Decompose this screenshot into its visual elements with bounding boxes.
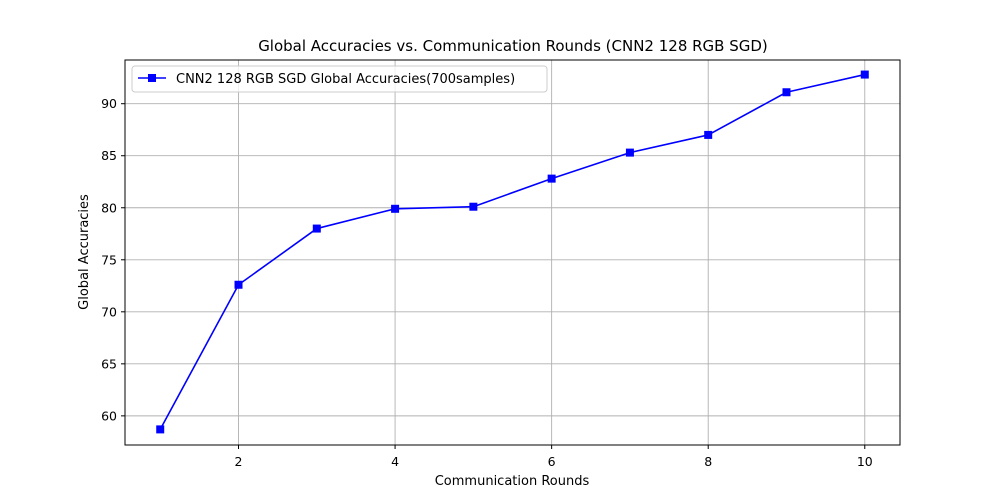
y-tick-label: 75 — [101, 252, 117, 267]
grid-lines — [125, 60, 900, 445]
x-tick-label: 8 — [704, 454, 712, 469]
legend-marker-swatch — [148, 74, 156, 82]
data-point-marker — [860, 70, 869, 79]
y-tick-label: 90 — [101, 96, 117, 111]
y-axis-ticks: 60 65 70 75 80 85 90 — [101, 96, 125, 423]
data-point-marker — [782, 88, 791, 97]
data-point-marker — [469, 202, 478, 211]
y-tick-label: 80 — [101, 200, 117, 215]
data-point-marker — [547, 174, 556, 183]
data-point-marker — [234, 280, 243, 289]
y-tick-label: 60 — [101, 408, 117, 423]
x-axis-ticks: 2 4 6 8 10 — [235, 445, 873, 469]
plot-area-frame — [124, 59, 901, 446]
legend-entry-label: CNN2 128 RGB SGD Global Accuracies(700sa… — [176, 72, 515, 87]
y-tick-label: 70 — [101, 304, 117, 319]
data-point-marker — [391, 204, 400, 213]
legend-box — [131, 65, 548, 93]
data-point-marker — [704, 130, 713, 139]
x-tick-label: 10 — [857, 454, 873, 469]
y-tick-label: 85 — [101, 148, 117, 163]
y-tick-label: 65 — [101, 356, 117, 371]
x-tick-label: 2 — [235, 454, 243, 469]
data-point-marker — [312, 224, 321, 233]
y-axis-label: Global Accuracies — [77, 194, 92, 310]
series-line — [159, 73, 865, 430]
x-axis-label: Communication Rounds — [435, 474, 590, 489]
x-tick-label: 6 — [548, 454, 556, 469]
legend: CNN2 128 RGB SGD Global Accuracies(700sa… — [131, 65, 548, 93]
chart-title: Global Accuracies vs. Communication Roun… — [258, 37, 768, 55]
series-layer — [156, 70, 869, 434]
x-tick-label: 4 — [391, 454, 399, 469]
data-point-marker — [625, 148, 634, 157]
data-point-marker — [156, 425, 165, 434]
